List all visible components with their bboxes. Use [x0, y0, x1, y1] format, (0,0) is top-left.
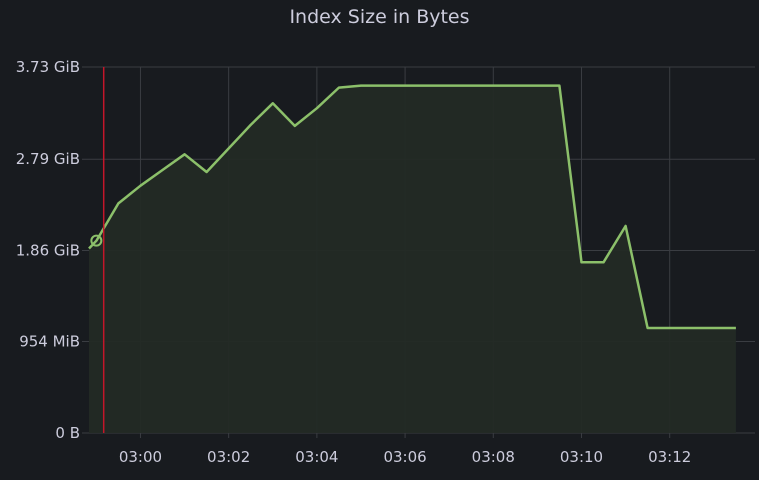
panel-title: Index Size in Bytes [289, 6, 470, 28]
y-tick-label: 3.73 GiB [16, 58, 80, 76]
series-area-fill [89, 85, 736, 433]
x-tick-label: 03:00 [119, 448, 162, 466]
y-tick-label: 954 MiB [19, 333, 80, 351]
x-tick-label: 03:02 [207, 448, 250, 466]
y-tick-label: 2.79 GiB [16, 150, 80, 168]
y-tick-label: 1.86 GiB [16, 241, 80, 259]
hover-point-marker [90, 234, 103, 247]
x-tick-label: 03:04 [295, 448, 338, 466]
x-tick-label: 03:10 [560, 448, 603, 466]
series-line [88, 84, 736, 330]
x-tick-label: 03:08 [472, 448, 515, 466]
x-tick-label: 03:12 [648, 448, 691, 466]
x-tick-label: 03:06 [383, 448, 426, 466]
y-tick-label: 0 B [55, 424, 80, 442]
